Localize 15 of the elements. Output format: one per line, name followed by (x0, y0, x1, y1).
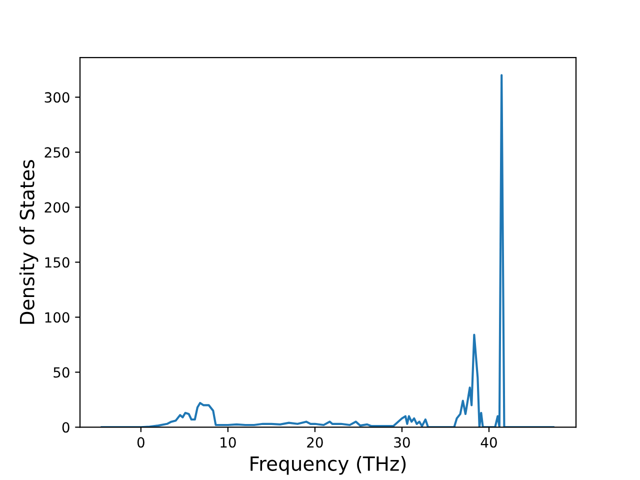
x-tick-label: 40 (480, 437, 497, 448)
x-tick-label: 10 (220, 437, 236, 448)
y-axis-title: Density of States (19, 160, 38, 324)
x-tick-label: 0 (137, 437, 144, 448)
y-tick-label: 300 (44, 92, 70, 103)
y-tick-label: 100 (45, 312, 70, 323)
x-tick-label: 30 (394, 437, 410, 448)
y-tick-label: 150 (45, 257, 70, 268)
x-tick-label: 20 (307, 437, 323, 448)
y-tick-label: 200 (44, 202, 70, 213)
y-tick-label: 0 (62, 422, 70, 433)
y-tick-label: 250 (44, 147, 70, 158)
y-tick-label: 50 (54, 367, 70, 378)
line-series (100, 74, 554, 428)
x-axis-title: Frequency (THz) (250, 456, 406, 475)
